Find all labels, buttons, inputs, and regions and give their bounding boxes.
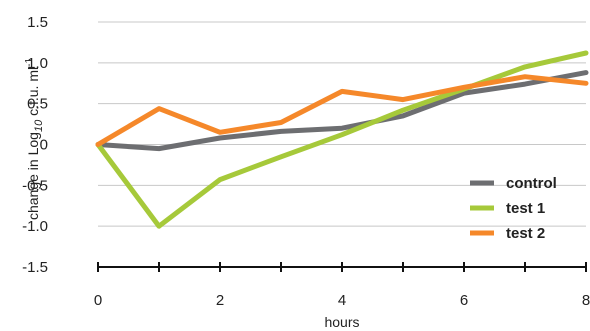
series-line-test-1	[95, 50, 589, 229]
y-tick-label: 1.0	[27, 55, 48, 72]
x-axis: 0 2 4 6 8	[94, 262, 590, 309]
x-axis-label: hours	[324, 314, 359, 330]
legend-label: control	[506, 175, 557, 192]
y-tick-label: -1.5	[22, 259, 48, 276]
x-tick-label: 0	[94, 292, 102, 309]
series-line-control	[95, 70, 589, 152]
y-tick-label: -1.0	[22, 218, 48, 235]
legend-label: test 2	[506, 225, 545, 242]
y-tick-label: 0.5	[27, 96, 48, 113]
y-tick-label: -0.5	[22, 177, 48, 194]
x-tick-label: 8	[582, 292, 590, 309]
y-tick-label: 0	[40, 137, 48, 154]
y-axis-label-prefix: change in Log	[25, 132, 41, 220]
x-tick-label: 6	[460, 292, 468, 309]
x-tick-label: 2	[216, 292, 224, 309]
y-axis-ticks: 1.5 1.0 0.5 0 -0.5 -1.0 -1.5	[22, 14, 48, 276]
legend: control test 1 test 2	[470, 175, 557, 242]
series-lines	[95, 50, 589, 229]
y-axis-label-suffix: c.f.u. ml	[25, 67, 41, 120]
y-axis-label-subscript: 10	[33, 119, 45, 132]
y-axis-label: change in Log10 c.f.u. ml-1	[24, 58, 45, 220]
grid	[98, 21, 586, 227]
series-line-test-2	[95, 74, 589, 147]
y-tick-label: 1.5	[27, 14, 48, 31]
x-tick-label: 4	[338, 292, 346, 309]
legend-label: test 1	[506, 200, 545, 217]
y-axis-label-superscript: -1	[24, 58, 35, 67]
